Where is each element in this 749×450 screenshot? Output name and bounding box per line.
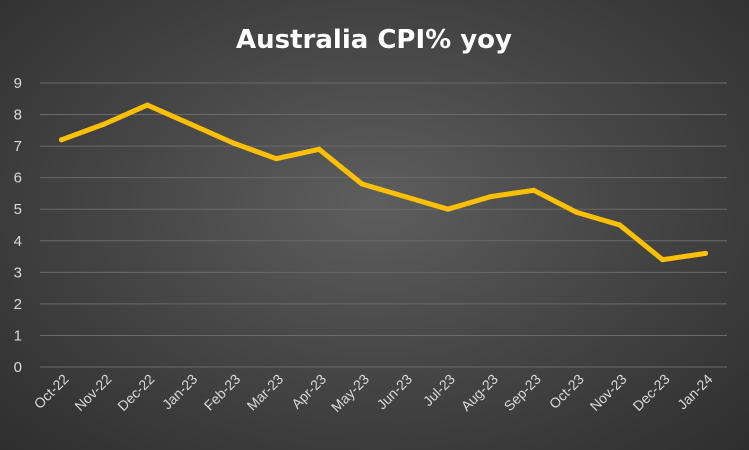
data-point bbox=[703, 250, 709, 256]
x-tick-label: Jul-23 bbox=[420, 371, 458, 409]
data-point bbox=[101, 121, 107, 127]
y-tick-label: 5 bbox=[14, 201, 22, 218]
data-point bbox=[488, 194, 494, 200]
data-point bbox=[230, 140, 236, 146]
data-point bbox=[617, 222, 623, 228]
series-group bbox=[58, 102, 709, 263]
data-point bbox=[574, 209, 580, 215]
data-point bbox=[316, 146, 322, 152]
data-point bbox=[273, 156, 279, 162]
data-point bbox=[359, 181, 365, 187]
x-tick-label: Nov-22 bbox=[71, 371, 114, 414]
chart-title: Australia CPI% yoy bbox=[236, 25, 512, 55]
y-tick-label: 1 bbox=[14, 327, 22, 344]
y-tick-label: 7 bbox=[14, 138, 22, 155]
x-tick-label: Sep-23 bbox=[501, 371, 544, 414]
data-point bbox=[402, 194, 408, 200]
x-tick-label: Oct-22 bbox=[31, 371, 72, 412]
x-tick-label: Dec-23 bbox=[629, 371, 672, 414]
y-axis-ticks: 0 1 2 3 4 5 6 7 8 9 bbox=[14, 75, 22, 376]
data-point bbox=[445, 206, 451, 212]
gridlines bbox=[40, 82, 727, 368]
y-tick-label: 8 bbox=[14, 107, 22, 124]
series-line-0 bbox=[59, 102, 708, 263]
x-tick-label: Jun-23 bbox=[374, 371, 416, 413]
data-point bbox=[144, 102, 150, 108]
y-tick-label: 3 bbox=[14, 264, 22, 281]
x-tick-label: Oct-23 bbox=[546, 371, 587, 412]
x-tick-label: Mar-23 bbox=[244, 371, 287, 414]
y-tick-label: 0 bbox=[14, 359, 22, 376]
data-point bbox=[531, 187, 537, 193]
data-point bbox=[187, 121, 193, 127]
x-tick-label: Apr-23 bbox=[288, 371, 329, 412]
x-tick-label: Dec-22 bbox=[114, 371, 157, 414]
x-tick-label: Aug-23 bbox=[458, 371, 501, 414]
x-tick-label: Jan-24 bbox=[674, 371, 716, 413]
y-tick-label: 2 bbox=[14, 296, 22, 313]
y-tick-label: 4 bbox=[14, 233, 22, 250]
x-axis-ticks: Oct-22 Nov-22 Dec-22 Jan-23 Feb-23 Mar-23 Apr-… bbox=[31, 371, 716, 415]
data-point bbox=[660, 257, 666, 263]
x-tick-label: May-23 bbox=[328, 371, 372, 415]
x-tick-label: Nov-23 bbox=[587, 371, 630, 414]
x-tick-label: Jan-23 bbox=[159, 371, 201, 413]
y-tick-label: 9 bbox=[14, 75, 22, 92]
y-tick-label: 6 bbox=[14, 170, 22, 187]
x-tick-label: Feb-23 bbox=[201, 371, 244, 414]
data-point bbox=[58, 137, 64, 143]
